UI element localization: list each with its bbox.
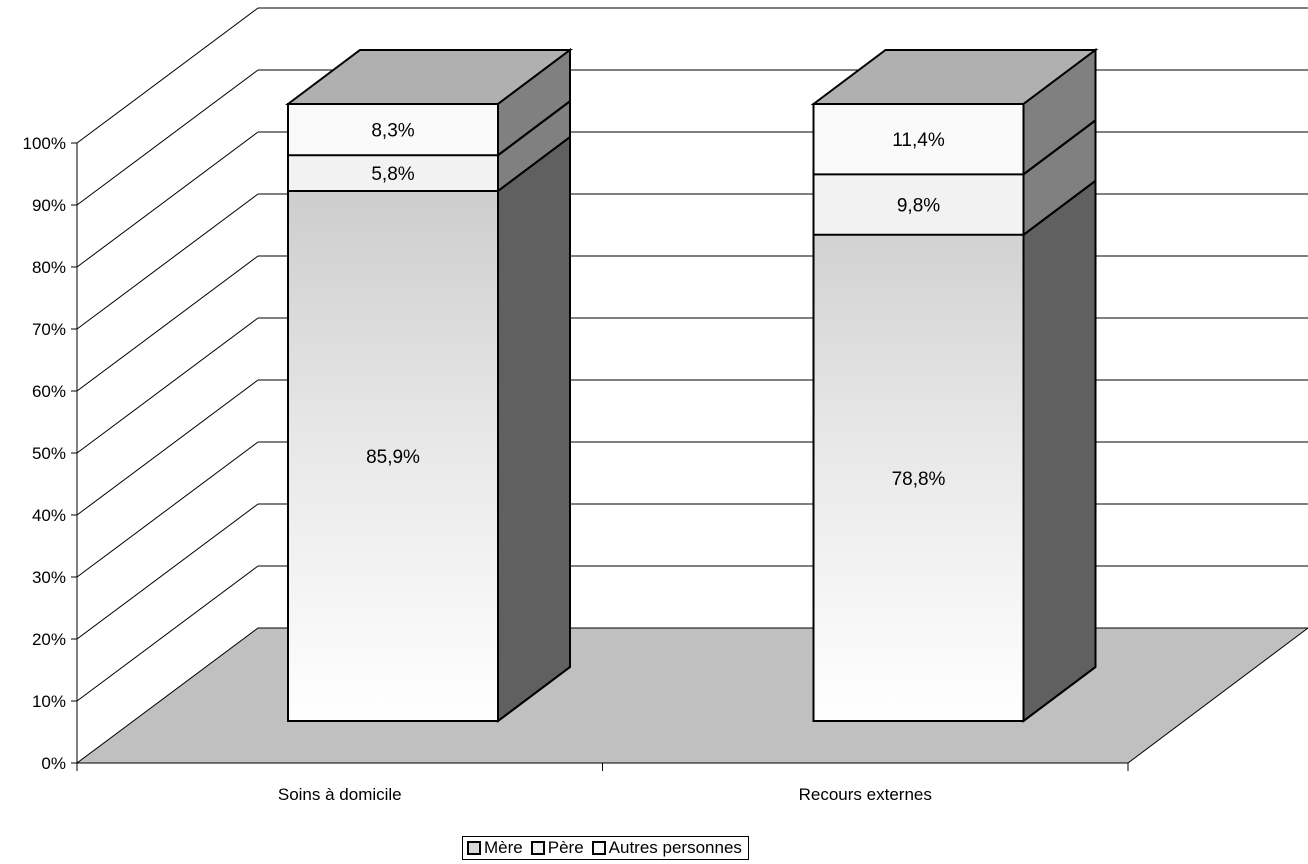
gridline-diagonal [76, 565, 259, 702]
y-tick-label: 20% [32, 630, 66, 649]
gridline-diagonal [76, 317, 259, 454]
legend-swatch-autres [591, 841, 606, 855]
gridline-diagonal [76, 7, 259, 144]
legend-swatch-pere [530, 841, 545, 855]
legend-label-autres: Autres personnes [608, 838, 742, 857]
data-label: 78,8% [892, 469, 946, 490]
bar-segment-autres [814, 104, 1023, 175]
legend-item-pere: Père [530, 838, 584, 858]
y-tick-label: 40% [32, 506, 66, 525]
chart-area: 85,9% 5,8% 8,3% 78,8% 9,8% 11,4% 0% 10% 20% 30% 4… [23, 7, 1308, 804]
segment-boundary-side [497, 136, 571, 192]
x-tick-label: Recours externes [799, 785, 932, 804]
gridline-diagonal [76, 255, 259, 392]
y-tick-label: 60% [32, 382, 66, 401]
bar-segment-pere [289, 155, 497, 191]
bar-front [287, 103, 499, 722]
legend-label-pere: Père [547, 838, 584, 857]
y-tick-label: 30% [32, 568, 66, 587]
legend-item-mere: Mère [467, 838, 523, 858]
data-label: 8,3% [371, 121, 414, 142]
bar-segment-autres [289, 104, 497, 156]
x-tick-label: Soins à domicile [278, 785, 402, 804]
bar-outline [287, 103, 499, 722]
legend: Mère Père Autres personnes [462, 836, 749, 860]
segment-boundary-side [1022, 666, 1097, 722]
y-tick-label: 50% [32, 444, 66, 463]
gridline-diagonal [76, 379, 259, 516]
data-label: 85,9% [366, 447, 420, 468]
legend-label-mere: Mère [484, 838, 523, 857]
gridline-diagonal [76, 131, 259, 268]
y-tick-label: 100% [23, 134, 66, 153]
y-tick-label: 0% [41, 754, 66, 773]
y-tick-label: 90% [32, 196, 66, 215]
bar-outline [812, 103, 1025, 722]
data-label: 5,8% [371, 164, 414, 185]
segment-boundary-side [1022, 180, 1097, 236]
legend-item-autres: Autres personnes [591, 838, 742, 858]
legend-swatch-mere [467, 841, 481, 855]
gridline-diagonal [76, 441, 259, 578]
gridline-diagonal [76, 503, 259, 640]
y-tick-label: 80% [32, 258, 66, 277]
y-tick-label: 10% [32, 692, 66, 711]
bar-stack: 85,9% 5,8% 8,3% [285, 48, 573, 723]
segment-boundary-side [497, 100, 571, 157]
segment-boundary-side [497, 666, 571, 722]
gridline-diagonal [76, 69, 259, 206]
gridline-diagonal [76, 193, 259, 330]
bar-segment-pere [814, 174, 1023, 235]
segment-boundary-side [1022, 119, 1097, 176]
bar-stack: 78,8% 9,8% 11,4% [810, 48, 1099, 723]
data-label: 11,4% [892, 130, 945, 151]
data-label: 9,8% [897, 196, 940, 217]
y-tick-label: 70% [32, 320, 66, 339]
chart-floor [75, 627, 1308, 764]
